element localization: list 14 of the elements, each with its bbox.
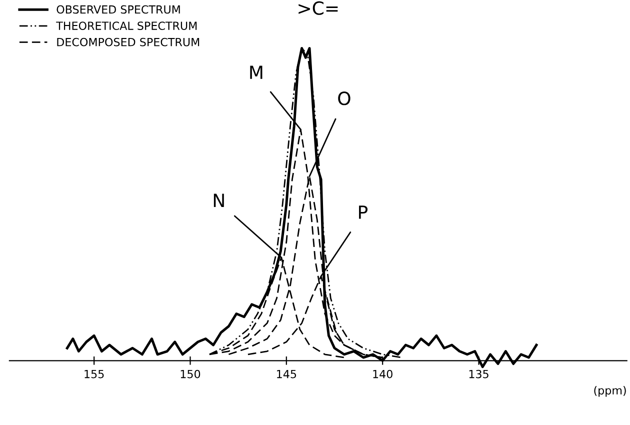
x-tick-label: 145 — [277, 370, 296, 378]
x-tick-label: 150 — [180, 370, 200, 378]
x-tick-label: 155 — [84, 370, 104, 378]
text: >C= — [298, 1, 338, 15]
annotation: P — [359, 206, 368, 219]
x-tick-label: 140 — [373, 370, 392, 378]
annotation: N — [214, 194, 224, 207]
annotation: M — [250, 66, 262, 79]
legend-label: THEORETICAL SPECTRUM — [56, 22, 197, 30]
legend-label: DECOMPOSED SPECTRUM — [57, 38, 200, 46]
annotation: O — [338, 92, 350, 106]
x-axis-title: (ppm) — [594, 386, 626, 397]
legend-label: OBSERVED SPECTRUM — [56, 5, 180, 14]
x-tick-label: 135 — [469, 370, 488, 378]
